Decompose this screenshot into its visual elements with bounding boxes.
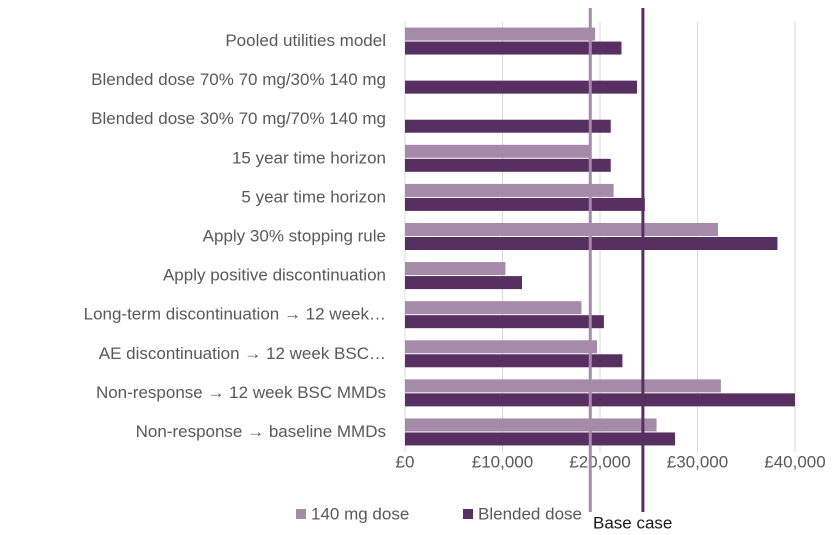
y-tick-label: 15 year time horizon [232, 148, 386, 167]
legend-label: Blended dose [478, 504, 582, 523]
bar [405, 262, 506, 276]
bar [405, 197, 645, 211]
y-tick-label: Non-response → baseline MMDs [136, 422, 386, 441]
bar [405, 301, 582, 315]
bar [405, 393, 795, 407]
x-tick-label: £10,000 [472, 452, 533, 471]
bar [405, 144, 591, 158]
x-tick-label: £0 [396, 452, 415, 471]
y-tick-label: Blended dose 70% 70 mg/30% 140 mg [91, 70, 386, 89]
bar [405, 27, 596, 41]
x-tick-label: £40,000 [764, 452, 825, 471]
bar [405, 119, 611, 133]
legend-swatch [463, 509, 473, 519]
bar [405, 276, 522, 290]
bar [405, 223, 718, 236]
y-tick-label: Apply 30% stopping rule [203, 226, 386, 245]
y-tick-label: Long-term discontinuation → 12 week… [84, 305, 386, 324]
bar [405, 80, 638, 94]
legend-swatch [296, 509, 306, 519]
bar [405, 183, 614, 197]
x-tick-label: £20,000 [569, 452, 630, 471]
bar [405, 158, 611, 172]
bar [405, 418, 657, 432]
legend-label: 140 mg dose [311, 504, 409, 523]
reference-label: Base case [593, 513, 672, 532]
bar [405, 354, 623, 368]
bar [405, 315, 604, 329]
y-tick-label: Apply positive discontinuation [163, 266, 386, 285]
y-tick-label: AE discontinuation → 12 week BSC… [99, 344, 386, 363]
bar [405, 379, 721, 393]
y-tick-label: Pooled utilities model [225, 31, 386, 50]
y-tick-label: Blended dose 30% 70 mg/70% 140 mg [91, 109, 386, 128]
bar [405, 432, 676, 446]
y-tick-label: Non-response → 12 week BSC MMDs [96, 383, 386, 402]
bar [405, 41, 622, 55]
x-tick-label: £30,000 [667, 452, 728, 471]
y-tick-label: 5 year time horizon [241, 187, 386, 206]
bar [405, 340, 598, 354]
